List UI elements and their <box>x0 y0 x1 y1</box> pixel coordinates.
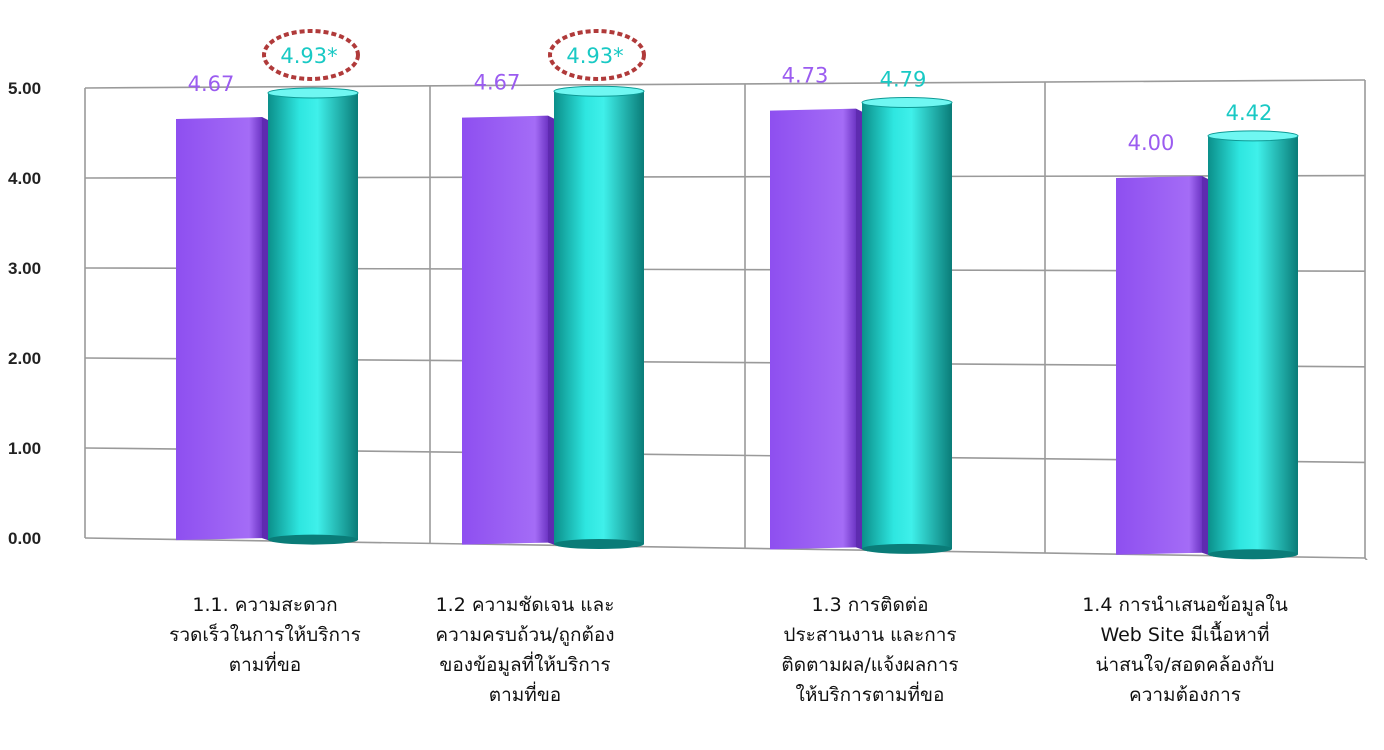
data-label-teal: 4.93* <box>280 44 337 68</box>
floor-edge <box>1364 557 1368 560</box>
category-label-4: 1.4 การนำเสนอข้อมูลใน Web Site มีเนื้อหา… <box>1082 594 1288 706</box>
bar-purple <box>770 108 868 552</box>
y-tick-label: 5.00 <box>8 79 41 98</box>
bar-purple <box>176 117 274 543</box>
category-label-2: 1.2 ความชัดเจน และ ความครบถ้วน/ถูกต้อง ข… <box>435 594 615 706</box>
category-label-3: 1.3 การติดต่อ ประสานงาน และการ ติดตามผล/… <box>781 594 959 706</box>
bar-teal <box>1207 130 1299 560</box>
y-tick-label: 1.00 <box>8 439 41 458</box>
y-tick-label: 4.00 <box>8 169 41 188</box>
y-axis-ticks: 0.00 1.00 2.00 3.00 4.00 5.00 <box>8 79 41 548</box>
data-label-purple: 4.67 <box>188 72 235 96</box>
data-label-purple: 4.67 <box>474 71 521 95</box>
chart-canvas: 0.001.002.003.004.005.00 4.674.93*4.674.… <box>8 29 1368 560</box>
bar-purple <box>1116 175 1214 557</box>
bar-teal <box>267 87 359 545</box>
data-label-teal: 4.42 <box>1226 101 1273 125</box>
data-label-purple: 4.73 <box>782 64 829 88</box>
gridline-h <box>84 79 1366 89</box>
bar-teal <box>553 85 645 550</box>
y-tick-label: 3.00 <box>8 259 41 278</box>
highlight-circle <box>548 29 646 81</box>
bar-teal <box>861 97 953 554</box>
bars-layer <box>176 85 1299 560</box>
y-tick-label: 2.00 <box>8 349 41 368</box>
data-label-teal: 4.79 <box>880 68 927 92</box>
highlight-circle <box>262 29 360 81</box>
data-label-purple: 4.00 <box>1128 131 1175 155</box>
y-tick-label: 0.00 <box>8 529 41 548</box>
data-labels-layer: 4.67 4.93* 4.67 4.93* 4.73 4.79 4.00 4.42 <box>188 29 1273 155</box>
category-label-1: 1.1. ความสะดวก รวดเร็วในการให้บริการ ตาม… <box>169 594 361 676</box>
bar-purple <box>462 115 560 547</box>
data-label-teal: 4.93* <box>566 44 623 68</box>
